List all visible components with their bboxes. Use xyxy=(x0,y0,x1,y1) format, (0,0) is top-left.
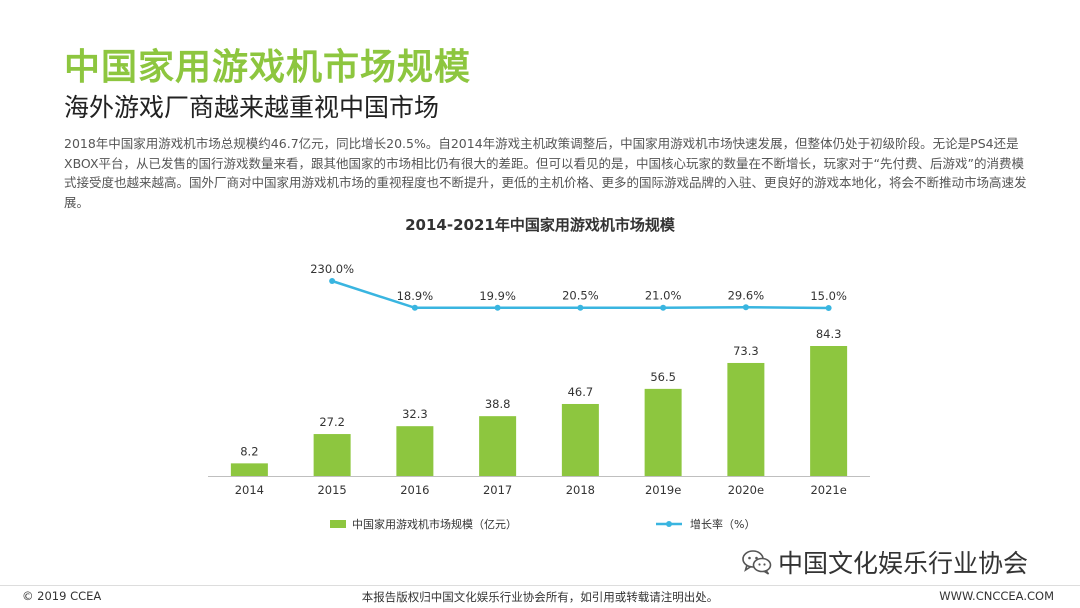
x-tick-label: 2015 xyxy=(317,483,346,497)
x-tick-label: 2016 xyxy=(400,483,429,497)
x-axis: 2014 2015 2016 2017 2018 2019e 2020e 2021e xyxy=(208,476,870,497)
bar-2014 xyxy=(230,463,268,476)
footer-divider xyxy=(0,585,1080,586)
watermark: 中国文化娱乐行业协会 xyxy=(742,544,1028,580)
x-tick-label: 2017 xyxy=(483,483,512,497)
bar-2015 xyxy=(313,434,351,476)
bars-layer: 8.2 27.2 32.3 38.8 46.7 56.5 73.3 84.3 xyxy=(230,327,848,476)
growth-value-label: 21.0% xyxy=(645,289,682,303)
bar-value-label: 84.3 xyxy=(816,327,842,341)
growth-point-2017 xyxy=(494,304,501,311)
bar-2017 xyxy=(479,416,517,476)
bar-value-label: 56.5 xyxy=(650,370,676,384)
bar-2018 xyxy=(561,403,599,476)
legend-bar-label: 中国家用游戏机市场规模（亿元） xyxy=(352,517,517,531)
x-tick-label: 2019e xyxy=(645,483,681,497)
legend-bar-swatch xyxy=(330,520,346,528)
growth-value-label: 29.6% xyxy=(728,288,765,302)
legend-line-marker xyxy=(666,521,672,527)
page-title: 中国家用游戏机市场规模 xyxy=(64,47,472,88)
growth-line-layer: 230.0% 18.9% 19.9% 20.5% 21.0% 29.6% 15.0% xyxy=(310,262,847,311)
legend-line-label: 增长率（%） xyxy=(690,517,755,531)
x-tick-label: 2020e xyxy=(728,483,764,497)
chart-title: 2014-2021年中国家用游戏机市场规模 xyxy=(405,216,675,234)
bar-value-label: 46.7 xyxy=(568,385,594,399)
x-tick-label: 2018 xyxy=(566,483,595,497)
growth-point-2015 xyxy=(329,278,336,284)
growth-value-label: 18.9% xyxy=(397,289,434,303)
bar-2016 xyxy=(396,426,434,476)
footer-notice: 本报告版权归中国文化娱乐行业协会所有，如引用或转载请注明出处。 xyxy=(361,590,719,604)
bar-value-label: 27.2 xyxy=(319,415,345,429)
bar-2019e xyxy=(644,388,682,476)
growth-value-label: 19.9% xyxy=(479,289,516,303)
growth-value-label: 20.5% xyxy=(562,289,599,303)
bar-value-label: 32.3 xyxy=(402,407,428,421)
bar-value-label: 8.2 xyxy=(240,444,258,458)
body-paragraph: 2018年中国家用游戏机市场总规模约46.7亿元，同比增长20.5%。自2014… xyxy=(64,136,1027,210)
growth-point-2018 xyxy=(577,304,584,311)
growth-point-2016 xyxy=(411,304,418,311)
page-subtitle: 海外游戏厂商越来越重视中国市场 xyxy=(64,93,440,122)
x-tick-label: 2021e xyxy=(810,483,846,497)
x-tick-label: 2014 xyxy=(235,483,264,497)
bar-2021e xyxy=(810,346,848,476)
footer-website: WWW.CNCCEA.COM xyxy=(939,589,1054,603)
bar-value-label: 38.8 xyxy=(485,397,511,411)
chart-legend: 中国家用游戏机市场规模（亿元） 增长率（%） xyxy=(330,517,755,531)
watermark-text: 中国文化娱乐行业协会 xyxy=(778,549,1029,578)
growth-point-2021e xyxy=(825,305,832,311)
wechat-icon xyxy=(742,550,772,575)
growth-point-2020e xyxy=(742,304,749,311)
growth-value-label: 15.0% xyxy=(810,289,847,303)
bar-value-label: 73.3 xyxy=(733,344,759,358)
footer-copyright: © 2019 CCEA xyxy=(22,589,102,603)
growth-value-label: 230.0% xyxy=(310,262,354,276)
bar-2020e xyxy=(727,362,765,476)
growth-point-2019e xyxy=(660,304,667,311)
